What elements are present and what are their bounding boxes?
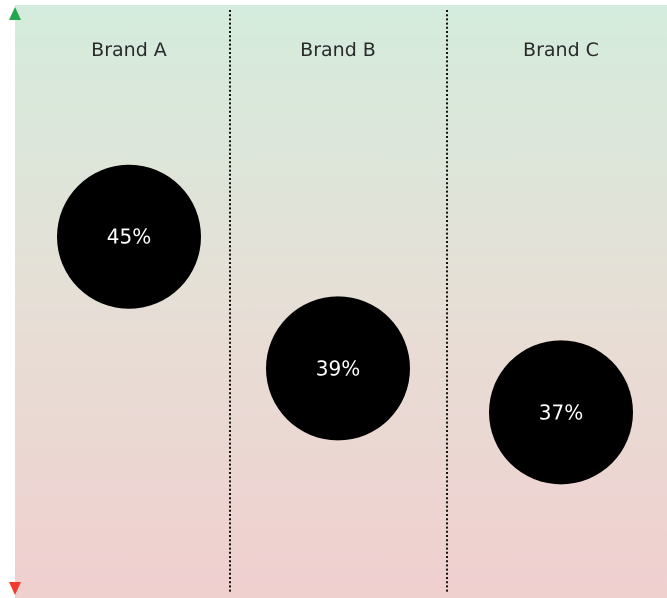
data-value-label: 45% bbox=[107, 225, 151, 249]
data-point-circle bbox=[489, 340, 633, 485]
data-markers: 45% 39% 37% bbox=[57, 164, 633, 485]
category-label: Brand C bbox=[523, 39, 599, 61]
data-value-label: 37% bbox=[539, 400, 583, 424]
vertical-scale-arrow bbox=[9, 7, 21, 595]
data-point-circle bbox=[57, 164, 201, 309]
arrow-down-head-icon bbox=[9, 582, 21, 595]
category-labels: Brand A Brand B Brand C bbox=[91, 39, 599, 61]
column-dividers bbox=[229, 10, 448, 592]
category-label: Brand A bbox=[91, 39, 167, 61]
arrow-up-head-icon bbox=[9, 7, 21, 20]
data-value-label: 39% bbox=[316, 356, 360, 380]
data-point-circle bbox=[266, 296, 410, 441]
category-label: Brand B bbox=[300, 39, 376, 61]
